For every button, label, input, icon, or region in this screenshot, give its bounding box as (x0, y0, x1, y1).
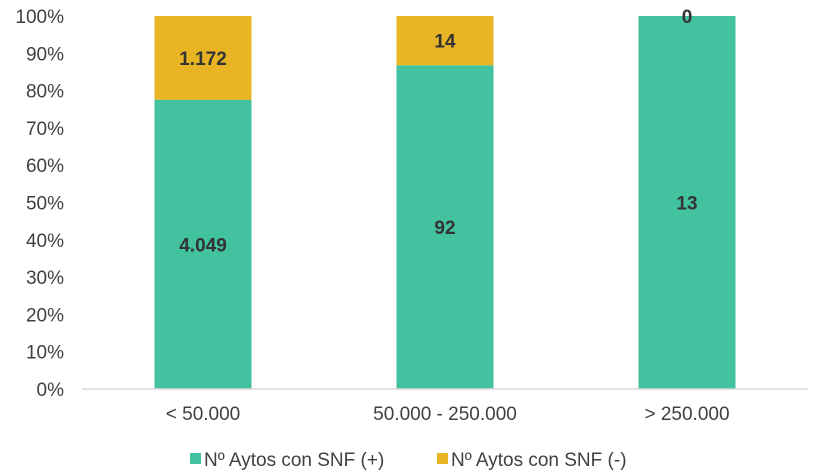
legend-swatch (190, 453, 201, 464)
x-axis-tick-labels: < 50.000 50.000 - 250.000 > 250.000 (166, 404, 730, 425)
x-tick-label: 50.000 - 250.000 (373, 404, 517, 425)
legend-swatch (437, 453, 448, 464)
legend-entry-label: Nº Aytos con SNF (+) (204, 450, 384, 471)
legend: Nº Aytos con SNF (+) Nº Aytos con SNF (-) (190, 450, 627, 471)
y-tick-label: 0% (37, 380, 65, 401)
y-tick-label: 20% (26, 305, 64, 326)
y-tick-label: 90% (26, 44, 64, 65)
y-tick-label: 70% (26, 119, 64, 140)
bar-segment (154, 99, 252, 389)
bar-data-label: 1.172 (179, 49, 227, 70)
y-tick-label: 50% (26, 194, 64, 215)
bar-segment (396, 16, 494, 66)
bar-segment (638, 16, 736, 389)
x-tick-label: > 250.000 (644, 404, 729, 425)
y-tick-label: 80% (26, 82, 64, 103)
legend-entry-label: Nº Aytos con SNF (-) (451, 450, 627, 471)
y-tick-label: 40% (26, 231, 64, 252)
y-tick-label: 30% (26, 268, 64, 289)
y-tick-label: 100% (15, 7, 64, 28)
bar-data-label: 0 (682, 7, 693, 28)
bar-segment (154, 16, 252, 100)
y-tick-label: 10% (26, 343, 64, 364)
bar-data-label: 4.049 (179, 235, 227, 256)
bar-data-label: 13 (676, 194, 697, 215)
bar-segment (396, 65, 494, 389)
bar-data-label: 14 (434, 32, 456, 53)
y-tick-label: 60% (26, 156, 64, 177)
plot-area: 4.049 1.172 92 14 13 0 (154, 7, 736, 389)
x-tick-label: < 50.000 (166, 404, 241, 425)
y-axis-tick-labels: 0% 10% 20% 30% 40% 50% 60% 70% 80% 90% 100% (15, 7, 64, 401)
bar-data-label: 92 (434, 218, 455, 239)
